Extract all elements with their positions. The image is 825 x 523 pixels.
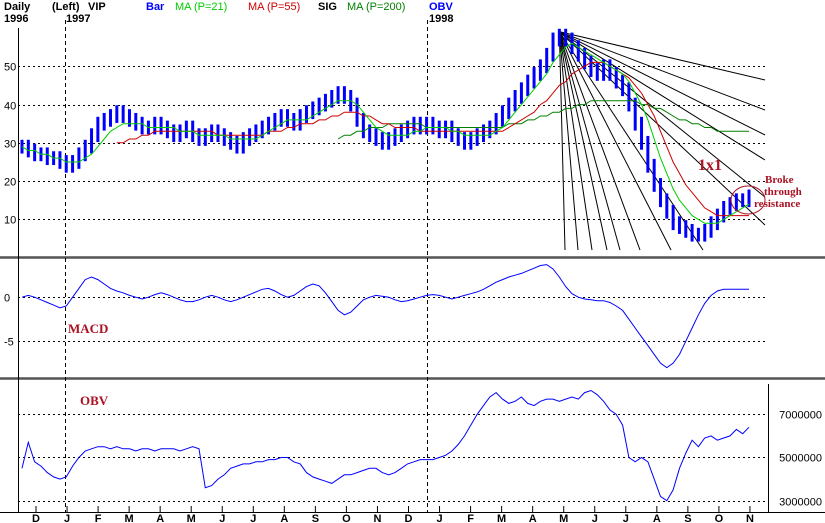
one-by-one-label: 1x1: [698, 157, 722, 174]
x-tick-label: J: [592, 513, 598, 523]
x-tick-label: A: [529, 513, 537, 523]
x-tick-label: M: [187, 513, 196, 523]
gann-fan-line: [559, 31, 766, 81]
x-tick-label: A: [653, 513, 661, 523]
chart-frame: [0, 20, 825, 513]
ma55-legend: MA (P=55): [248, 1, 300, 13]
broke-label-3: resistance: [754, 198, 800, 210]
resistance-circle: [730, 185, 766, 215]
x-tick-label: N: [373, 513, 381, 523]
gann-fan-line: [558, 31, 566, 251]
gann-fan-line: [558, 31, 621, 251]
gann-fan-lines: [558, 31, 766, 251]
price-tick-label: 50: [4, 62, 16, 74]
x-tick-label: M: [125, 513, 134, 523]
chart-header: Daily 1996 (Left) VIP 1997 Bar MA (P=21)…: [4, 1, 454, 25]
x-tick-label: O: [342, 513, 351, 523]
price-tick-label: 30: [4, 139, 16, 151]
macd-tick-label: 0: [4, 293, 10, 305]
price-tick-label: 10: [4, 215, 16, 227]
tick-labels: 50 40 30 20 10 0 -5 7000000 5000000 3000000 D J F M A M…: [4, 62, 822, 523]
macd-tick-label: -5: [4, 337, 14, 349]
obv-legend: OBV: [429, 1, 454, 13]
year-left-label: 1996: [4, 13, 28, 25]
x-tick-label: F: [95, 513, 102, 523]
x-tick-label: M: [497, 513, 506, 523]
bar-legend: Bar: [146, 1, 165, 13]
x-tick-label: D: [32, 513, 40, 523]
gann-fan-line: [558, 31, 608, 251]
ma200-legend: MA (P=200): [347, 1, 405, 13]
gann-fan-line: [559, 31, 766, 136]
ma200-line: [337, 100, 749, 140]
price-tick-label: 20: [4, 177, 16, 189]
obv-tick-label: 7000000: [779, 410, 822, 422]
gann-fan-line: [559, 31, 766, 198]
ma21-line: [21, 42, 750, 224]
gann-fan-line: [558, 31, 593, 251]
x-tick-label: N: [746, 513, 754, 523]
macd-label: MACD: [68, 321, 108, 336]
year-left2-label: 1997: [66, 13, 90, 25]
gann-fan-line: [558, 31, 672, 251]
macd-line: [21, 264, 749, 369]
gann-fan-line: [558, 31, 641, 251]
grid-lines: [18, 66, 765, 502]
gann-fan-line: [559, 31, 766, 161]
gann-fan-line: [559, 31, 766, 226]
obv-panel-label: OBV: [80, 393, 109, 408]
broke-label-1: Broke: [765, 174, 794, 186]
x-tick-label: A: [156, 513, 164, 523]
x-tick-label: S: [312, 513, 319, 523]
obv-tick-label: 5000000: [779, 453, 822, 465]
x-tick-label: J: [623, 513, 629, 523]
x-tick-label: F: [467, 513, 474, 523]
left-marker-label: (Left): [52, 1, 80, 13]
x-tick-label: A: [280, 513, 288, 523]
obv-tick-label: 3000000: [779, 497, 822, 509]
x-tick-label: O: [715, 513, 724, 523]
price-tick-label: 40: [4, 101, 16, 113]
gann-fan-line: [558, 31, 704, 251]
x-tick-label: J: [219, 513, 225, 523]
sig-legend: SIG: [318, 1, 337, 13]
x-tick-label: S: [684, 513, 691, 523]
annotations: 1x1 Broke through resistance MACD OBV: [68, 157, 802, 408]
series-lines: [20, 28, 751, 502]
obv-line: [21, 389, 750, 502]
x-tick-label: D: [405, 513, 413, 523]
x-tick-label: J: [64, 513, 70, 523]
broke-label-2: through: [764, 186, 802, 198]
gann-fan-line: [558, 31, 579, 251]
gann-fan-line: [559, 31, 766, 111]
x-tick-label: M: [559, 513, 568, 523]
year-right-label: 1998: [429, 13, 453, 25]
x-tick-label: J: [250, 513, 256, 523]
symbol-label: VIP: [88, 1, 106, 13]
ma21-legend: MA (P=21): [175, 1, 227, 13]
x-tick-label: J: [436, 513, 442, 523]
period-label: Daily: [4, 1, 31, 13]
